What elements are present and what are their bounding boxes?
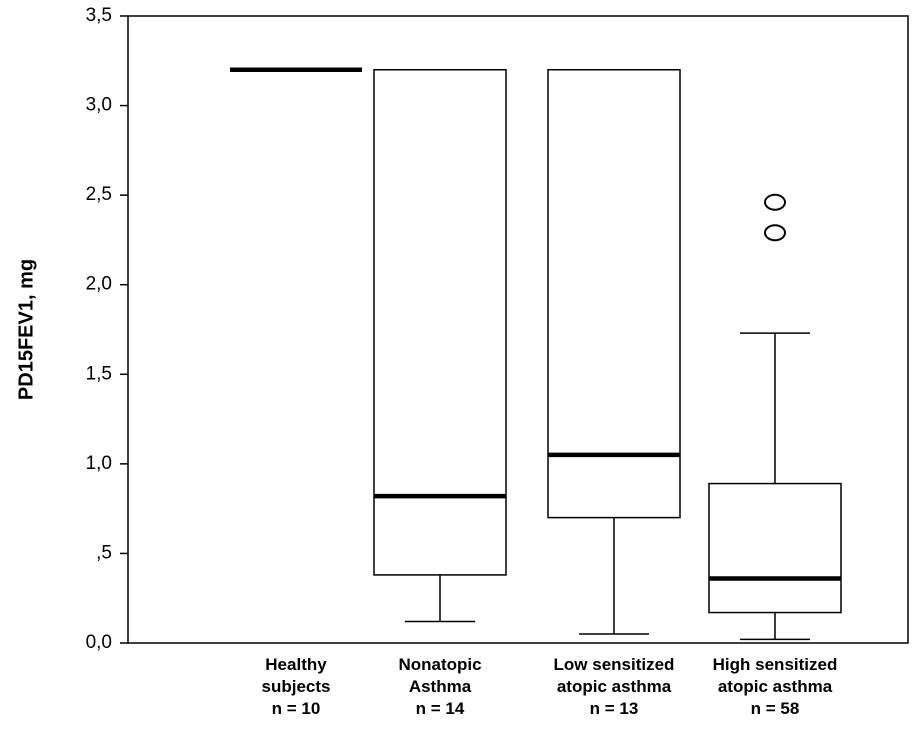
y-tick-label: 1,5	[86, 363, 112, 384]
category-label-line: atopic asthma	[718, 677, 833, 696]
y-tick-label: 2,5	[86, 184, 112, 205]
category-label-line: n = 14	[416, 699, 465, 718]
category-label-line: Healthy	[265, 655, 327, 674]
category-labels: Healthy subjects n = 10 Nonatopic Asthma n = …	[262, 655, 838, 718]
category-label-line: Asthma	[409, 677, 472, 696]
y-tick-label: 2,0	[86, 274, 112, 295]
box-group	[373, 68, 507, 623]
box-iqr	[708, 482, 842, 614]
y-axis-label-group: PD15FEV1, mg	[15, 259, 37, 400]
category-label-line: n = 58	[751, 699, 800, 718]
box-group	[708, 193, 842, 641]
plot-area-frame	[127, 15, 909, 644]
category-label: Nonatopic Asthma n = 14	[398, 655, 481, 718]
y-tick-label: 1,0	[86, 453, 112, 474]
category-label-line: High sensitized	[713, 655, 838, 674]
category-label: Healthy subjects n = 10	[262, 655, 331, 718]
box-iqr	[547, 68, 681, 519]
outlier-point	[764, 193, 786, 211]
y-tick-label: 3,5	[86, 5, 112, 26]
outlier-point	[764, 224, 786, 242]
y-tick-label: 3,0	[86, 95, 112, 116]
category-label-line: Low sensitized	[554, 655, 675, 674]
category-label-line: Nonatopic	[398, 655, 481, 674]
category-label: High sensitized atopic asthma n = 58	[713, 655, 838, 718]
category-label-line: subjects	[262, 677, 331, 696]
y-axis-ticks: 0,0 ,5 1,0 1,5 2,0 2,5 3,0 3,5	[86, 5, 128, 653]
category-label-line: atopic asthma	[557, 677, 672, 696]
category-label-line: n = 10	[272, 699, 321, 718]
box-group	[547, 68, 681, 635]
boxes-layer	[230, 67, 842, 641]
y-axis-label: PD15FEV1, mg	[15, 259, 37, 400]
y-tick-label: ,5	[96, 542, 112, 563]
y-tick-label: 0,0	[86, 632, 112, 653]
category-label-line: n = 13	[590, 699, 639, 718]
box-iqr	[373, 68, 507, 576]
category-label: Low sensitized atopic asthma n = 13	[554, 655, 675, 718]
